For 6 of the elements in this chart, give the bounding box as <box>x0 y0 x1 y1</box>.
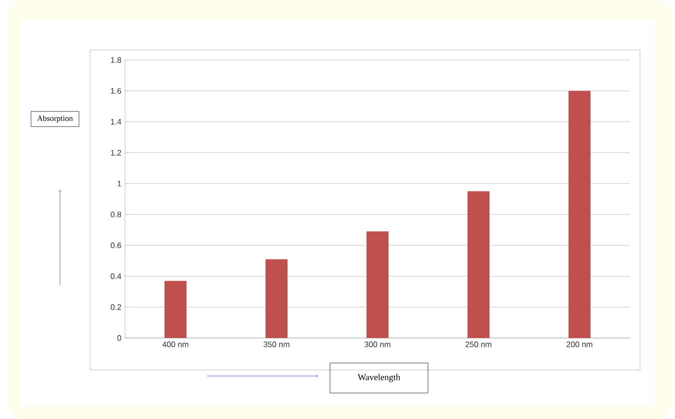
x-axis-title: Wavelength <box>358 374 400 382</box>
bar <box>266 259 288 338</box>
bar <box>164 280 187 338</box>
bar <box>568 90 591 338</box>
bar <box>468 191 490 338</box>
bar <box>366 231 389 338</box>
